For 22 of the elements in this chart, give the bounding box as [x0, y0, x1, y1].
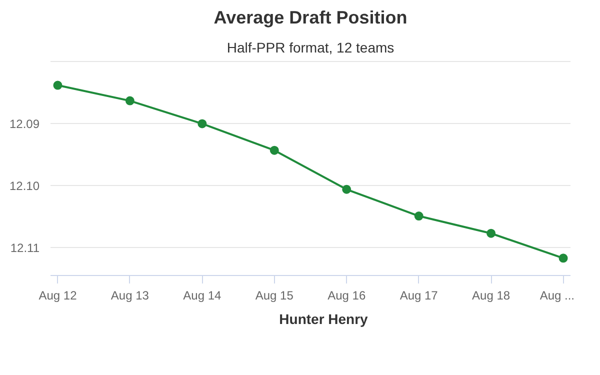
point	[342, 184, 352, 194]
point	[125, 96, 134, 106]
x-tick-label: Aug 14	[183, 288, 222, 302]
x-tick-label: Aug 13	[110, 288, 150, 302]
y-tick-label: 12.09	[9, 117, 40, 132]
y-tick-label: 12.10	[9, 179, 40, 194]
x-tick-label: Aug 16	[328, 288, 366, 302]
point	[414, 212, 424, 221]
chart-title: Average Draft Position	[214, 8, 408, 28]
text: Hunter Henry	[279, 311, 368, 327]
x-tick-label: Aug 18	[472, 288, 510, 302]
point	[270, 146, 279, 155]
point	[198, 119, 207, 128]
x-tick-label: Aug ...	[540, 288, 574, 302]
point	[558, 254, 568, 263]
chart-subtitle: Half-PPR format, 12 teams	[226, 40, 394, 56]
point	[53, 80, 62, 90]
x-tick-label: Aug 12	[38, 288, 78, 302]
x-tick-label: Aug 15	[255, 288, 294, 302]
y-tick-label: 12.11	[10, 241, 40, 256]
point	[486, 228, 496, 238]
x-tick-label: Aug 17	[400, 288, 438, 302]
